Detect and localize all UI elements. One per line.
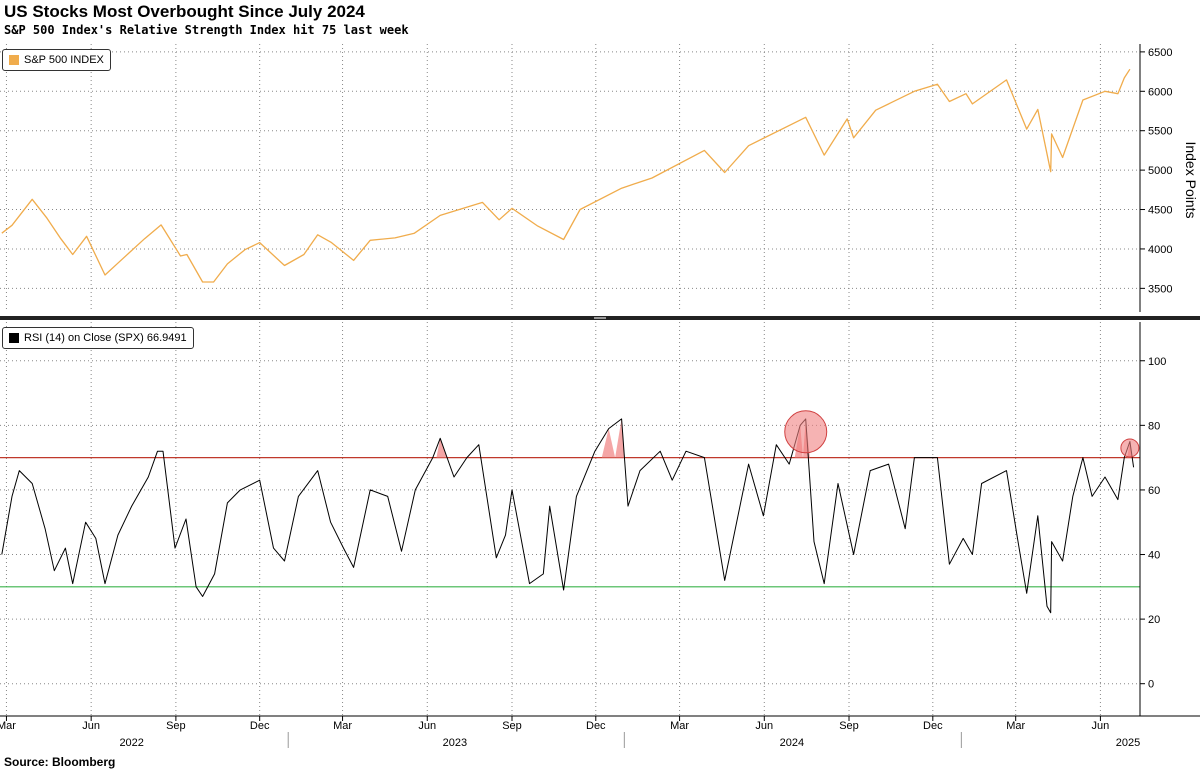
rsi-legend-label: RSI (14) on Close (SPX) 66.9491 [24, 332, 187, 344]
x-tick-label-2022-03-01: Mar [0, 720, 16, 732]
source-note: Source: Bloomberg [4, 755, 116, 769]
rsi-highlight-2025-07-03 [1120, 438, 1140, 458]
rsi-legend: RSI (14) on Close (SPX) 66.9491 [2, 327, 194, 349]
x-tick-label-2024-09-01: Sep [839, 720, 859, 732]
spx-ytick-label-3500: 3500 [1148, 283, 1172, 295]
year-label-2023: 2023 [443, 737, 467, 749]
rsi-ytick-label-80: 80 [1148, 420, 1160, 432]
chart-subtitle: S&P 500 Index's Relative Strength Index … [4, 23, 409, 37]
spx-legend: S&P 500 INDEX [2, 49, 111, 71]
x-tick-label-2023-12-01: Dec [586, 720, 606, 732]
spx-panel-grid [0, 44, 1140, 312]
x-tick-label-2022-06-01: Jun [82, 720, 100, 732]
spx-legend-swatch [9, 55, 19, 65]
rsi-overbought-fill-2023-12-29 [615, 418, 625, 458]
rsi-series-line [1, 418, 1135, 614]
rsi-ytick-label-60: 60 [1148, 485, 1160, 497]
rsi-ytick-label-40: 40 [1148, 550, 1160, 562]
spx-ytick-label-6500: 6500 [1148, 47, 1172, 59]
rsi-overbought-fill-2023-06-15 [436, 438, 448, 458]
rsi-ytick-label-0: 0 [1148, 679, 1154, 691]
rsi-reference-lines [0, 457, 1140, 588]
chart-title: US Stocks Most Overbought Since July 202… [4, 2, 365, 21]
panel-divider-grip [594, 317, 606, 319]
x-tick-label-2025-06-01: Jun [1092, 720, 1110, 732]
year-label-2022: 2022 [119, 737, 143, 749]
rsi-highlight-2024-07-16 [784, 410, 828, 454]
rsi-panel-grid [0, 322, 1140, 716]
spx-ytick-label-5500: 5500 [1148, 126, 1172, 138]
spx-series-line [1, 68, 1131, 283]
year-label-2024: 2024 [780, 737, 804, 749]
year-label-2025: 2025 [1116, 737, 1140, 749]
spx-ytick-label-6000: 6000 [1148, 86, 1172, 98]
rsi-legend-swatch [9, 333, 19, 343]
spx-ytick-label-4500: 4500 [1148, 205, 1172, 217]
spx-legend-label: S&P 500 INDEX [24, 54, 104, 66]
chart-marks [1, 68, 1140, 614]
chart-axes: 3500 4000 4500 5000 5500 6000 6500 0 20 40 60 80 100… [0, 44, 1200, 749]
spx-ytick-label-4000: 4000 [1148, 244, 1172, 256]
spx-y-axis-label: Index Points [1183, 141, 1199, 218]
x-tick-label-2023-03-01: Mar [333, 720, 352, 732]
x-tick-label-2022-09-01: Sep [166, 720, 186, 732]
x-tick-label-2024-06-01: Jun [755, 720, 773, 732]
x-tick-label-2023-09-01: Sep [502, 720, 522, 732]
x-tick-label-2025-03-01: Mar [1006, 720, 1025, 732]
x-tick-label-2022-12-01: Dec [250, 720, 270, 732]
rsi-ytick-label-20: 20 [1148, 614, 1160, 626]
rsi-ytick-label-100: 100 [1148, 356, 1166, 368]
x-tick-label-2024-03-01: Mar [670, 720, 689, 732]
x-tick-label-2023-06-01: Jun [418, 720, 436, 732]
x-tick-label-2024-12-01: Dec [923, 720, 943, 732]
rsi-overbought-fill-2023-12-15 [601, 428, 616, 458]
spx-ytick-label-5000: 5000 [1148, 165, 1172, 177]
